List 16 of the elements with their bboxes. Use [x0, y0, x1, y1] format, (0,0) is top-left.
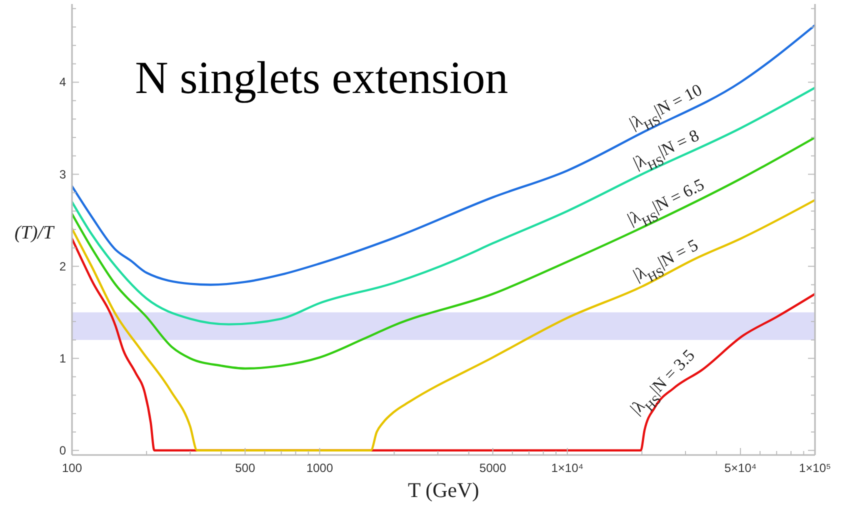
x-tick-label: 5000 [479, 461, 506, 475]
y-axis-title: (T)/T [14, 222, 55, 244]
x-tick-label: 100 [62, 461, 82, 475]
y-tick-label: 1 [59, 351, 66, 366]
x-tick-label: 1×10⁵ [798, 461, 832, 475]
x-tick-label: 500 [235, 461, 256, 475]
x-tick-label: 5×10⁴ [724, 461, 757, 475]
x-tick-label: 1×10⁴ [551, 461, 584, 475]
x-tick-label: 1000 [306, 461, 334, 475]
y-tick-label: 2 [59, 259, 66, 274]
y-tick-label: 0 [59, 443, 66, 458]
x-axis-title: T (GeV) [408, 478, 480, 502]
y-tick-label: 4 [59, 75, 66, 90]
y-tick-label: 3 [59, 167, 66, 182]
text: N singlets extension [135, 52, 508, 103]
text: |λ$_{HS}$|N = 6.5 [624, 174, 708, 229]
